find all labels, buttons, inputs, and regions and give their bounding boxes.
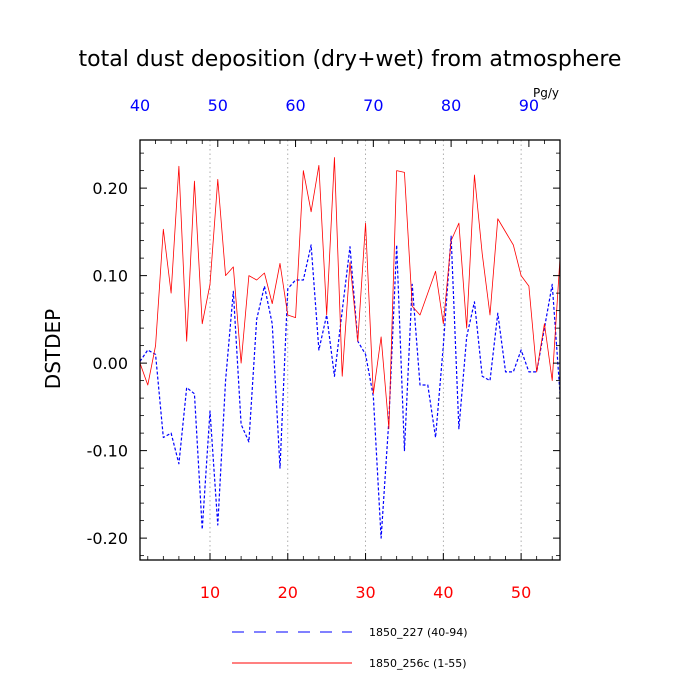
legend: 1850_227 (40-94) 1850_256c (1-55) <box>232 626 468 670</box>
x-top-tick-label: 80 <box>441 96 461 115</box>
series-line-2 <box>140 157 560 430</box>
data-series <box>140 157 560 539</box>
x-bottom-tick-label: 10 <box>200 583 220 602</box>
x-bottom-tick-label: 20 <box>278 583 298 602</box>
x-bottom-tick-label: 50 <box>511 583 531 602</box>
y-axis-label: DSTDEP <box>41 309 65 389</box>
units-label: Pg/y <box>533 86 559 100</box>
legend-label-2: 1850_256c (1-55) <box>369 657 467 670</box>
x-top-tick-label: 60 <box>285 96 305 115</box>
x-top-tick-label: 50 <box>208 96 228 115</box>
chart-title: total dust deposition (dry+wet) from atm… <box>79 47 622 72</box>
axes: -0.20 -0.10 0.00 0.10 0.20 10 20 30 40 50 40 50 60 70… <box>87 96 561 602</box>
y-tick-label: 0.00 <box>92 354 128 373</box>
x-top-tick-label: 40 <box>130 96 150 115</box>
series-line-1 <box>140 235 560 539</box>
y-tick-label: -0.10 <box>87 442 128 461</box>
x-bottom-tick-label: 30 <box>355 583 375 602</box>
plot-frame <box>139 139 561 561</box>
y-tick-label: -0.20 <box>87 529 128 548</box>
x-top-tick-label: 70 <box>363 96 383 115</box>
x-top-tick-label: 90 <box>519 96 539 115</box>
y-tick-label: 0.20 <box>92 179 128 198</box>
x-bottom-tick-label: 40 <box>433 583 453 602</box>
grid-lines <box>209 140 522 560</box>
y-tick-label: 0.10 <box>92 267 128 286</box>
legend-label-1: 1850_227 (40-94) <box>369 626 468 639</box>
